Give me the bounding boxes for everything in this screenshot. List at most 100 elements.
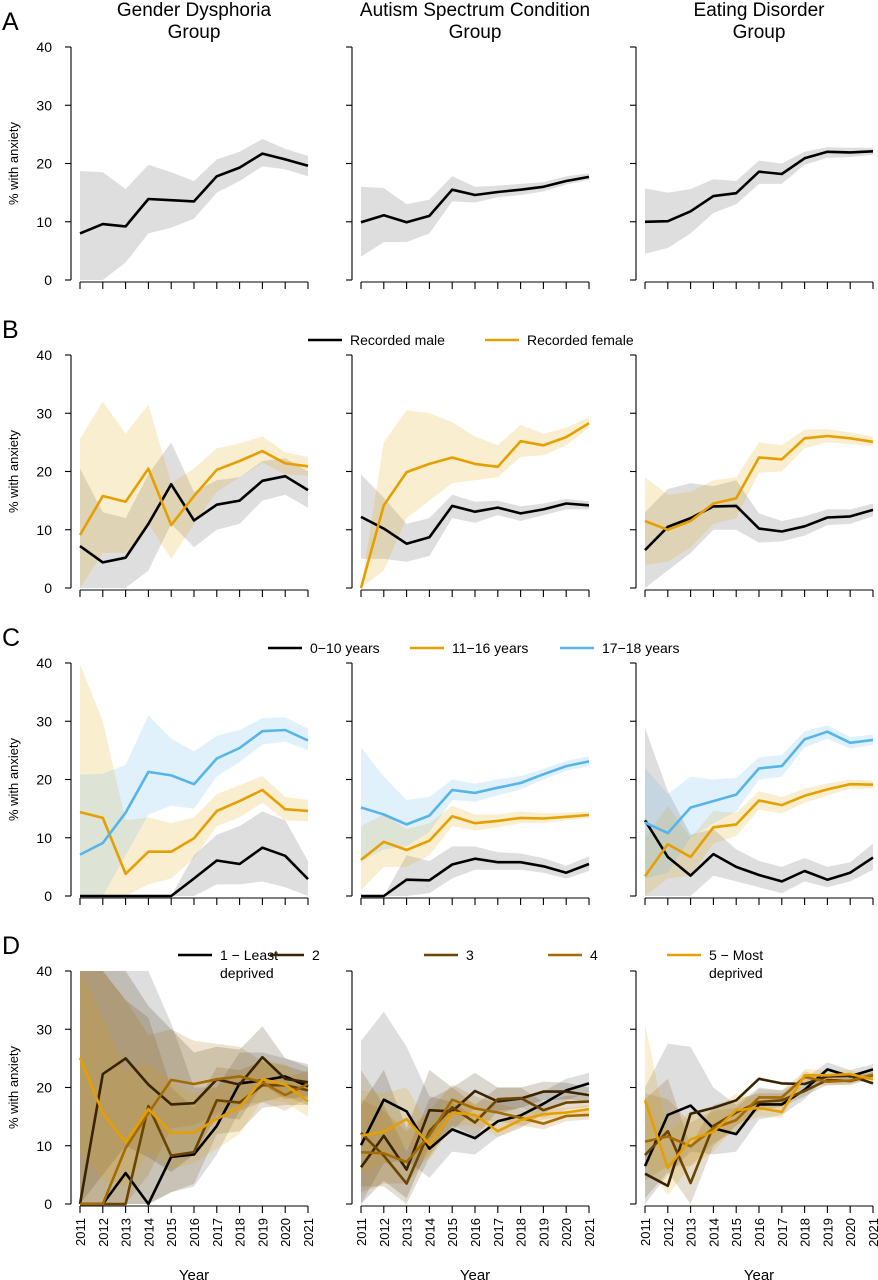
x-tick-label: 2018: [233, 1218, 248, 1247]
confidence-band: [645, 725, 873, 879]
legend-item: 1 − Least deprived: [178, 947, 278, 981]
facet-B-2: [346, 354, 590, 597]
confidence-band: [645, 429, 873, 565]
confidence-band: [645, 1071, 873, 1204]
confidence-band: [361, 173, 589, 257]
series-line: [79, 152, 309, 235]
series-line: [644, 1073, 874, 1148]
x-tick-label: 2018: [798, 1218, 813, 1247]
confidence-band: [80, 811, 308, 896]
x-tick-label: 2012: [96, 1218, 111, 1247]
y-tick-label: 30: [36, 97, 52, 113]
confidence-band: [361, 410, 589, 588]
series-line: [80, 1075, 309, 1206]
y-tick-label: 20: [36, 1080, 52, 1096]
column-title: Eating Disorder: [694, 0, 826, 21]
panel-letters: A B C D: [2, 8, 20, 960]
legend-item: Recorded female: [485, 332, 634, 348]
y-tick-label: 40: [36, 655, 52, 671]
confidence-band: [80, 971, 308, 1204]
confidence-band: [80, 971, 308, 1204]
confidence-band: [361, 805, 589, 891]
series-line: [360, 175, 590, 224]
x-tick-label: 2016: [187, 1218, 202, 1247]
series-line: [78, 1057, 309, 1144]
series-line: [360, 1107, 590, 1146]
x-tick-label: 2015: [729, 1218, 744, 1247]
facet-A-1: 0 10 20 30 40: [36, 39, 309, 289]
x-tick-label: 2016: [752, 1218, 767, 1247]
facet-B-3: [630, 354, 874, 597]
x-tick-label: 2019: [536, 1218, 551, 1247]
column-title: Group: [449, 22, 502, 43]
legend-label: 2: [312, 947, 320, 963]
x-tick-label: 2012: [661, 1218, 676, 1247]
column-title: Group: [168, 22, 221, 43]
y-tick-label: 10: [36, 1138, 52, 1154]
legend-label: 17−18 years: [602, 640, 679, 656]
y-tick-label: 30: [36, 713, 52, 729]
facet-D-1: 0 10 20 30 40 2011 2012 2013 2014 2015 2016 2017 201…: [36, 963, 316, 1280]
legend-label: 0−10 years: [310, 640, 380, 656]
legends: Recorded male Recorded female 0−10 years 11…: [178, 332, 763, 981]
confidence-band: [80, 971, 308, 1204]
legend-label: 3: [466, 947, 474, 963]
confidence-band: [645, 779, 873, 896]
series-line: [644, 730, 874, 835]
y-tick-label: 30: [36, 405, 52, 421]
x-tick-label: 2021: [301, 1218, 316, 1247]
x-tick-label: 2021: [582, 1218, 597, 1247]
y-tick-label: 20: [36, 156, 52, 172]
confidence-band: [80, 442, 308, 588]
legend-label: Recorded female: [527, 332, 634, 348]
confidence-band: [80, 139, 308, 280]
y-axis-label: % with anxiety: [6, 1045, 21, 1129]
facet-A-3: [630, 46, 874, 289]
y-tick-label: 40: [36, 347, 52, 363]
facet-B-1: 0 10 20 30 40: [36, 347, 309, 597]
y-tick-label: 0: [44, 1196, 52, 1212]
y-tick-label: 10: [36, 522, 52, 538]
x-tick-label: 2017: [210, 1218, 225, 1247]
panel-letter: A: [2, 8, 19, 36]
series-line: [360, 1096, 590, 1185]
series-line: [643, 1072, 874, 1170]
series-line: [360, 760, 590, 826]
x-tick-label: 2017: [491, 1218, 506, 1247]
y-tick-label: 40: [36, 39, 52, 55]
x-tick-label: 2014: [141, 1218, 156, 1247]
legend-item: 17−18 years: [560, 640, 679, 656]
y-tick-label: 0: [44, 272, 52, 288]
y-tick-label: 30: [36, 1021, 52, 1037]
series-line: [644, 504, 874, 552]
x-tick-label: 2020: [843, 1218, 858, 1247]
legend-item: 4: [548, 947, 598, 963]
series-line: [80, 1075, 309, 1206]
series-line: [644, 150, 874, 224]
x-tick-label: 2014: [706, 1218, 721, 1247]
x-tick-label: 2014: [422, 1218, 437, 1247]
x-tick-label: 2011: [638, 1218, 653, 1246]
legend-item: 2: [270, 947, 320, 963]
confidence-band: [80, 664, 308, 896]
x-axis-label: Year: [179, 1267, 209, 1280]
facet-C-2: [346, 662, 590, 905]
confidence-band: [645, 728, 873, 896]
x-tick-label: 2018: [514, 1218, 529, 1247]
facet-C-3: [630, 662, 874, 905]
x-tick-label: 2020: [559, 1218, 574, 1247]
x-tick-label: 2013: [400, 1218, 415, 1247]
confidence-band: [645, 1043, 873, 1204]
y-tick-label: 20: [36, 772, 52, 788]
legend-item: 0−10 years: [268, 640, 380, 656]
confidence-band: [361, 1087, 589, 1175]
series-line: [361, 857, 590, 898]
x-tick-label: 2019: [820, 1218, 835, 1247]
series-line: [644, 434, 874, 532]
panel-letter: C: [2, 624, 20, 652]
y-tick-label: 0: [44, 888, 52, 904]
series-line: [79, 788, 309, 876]
y-tick-label: 10: [36, 830, 52, 846]
